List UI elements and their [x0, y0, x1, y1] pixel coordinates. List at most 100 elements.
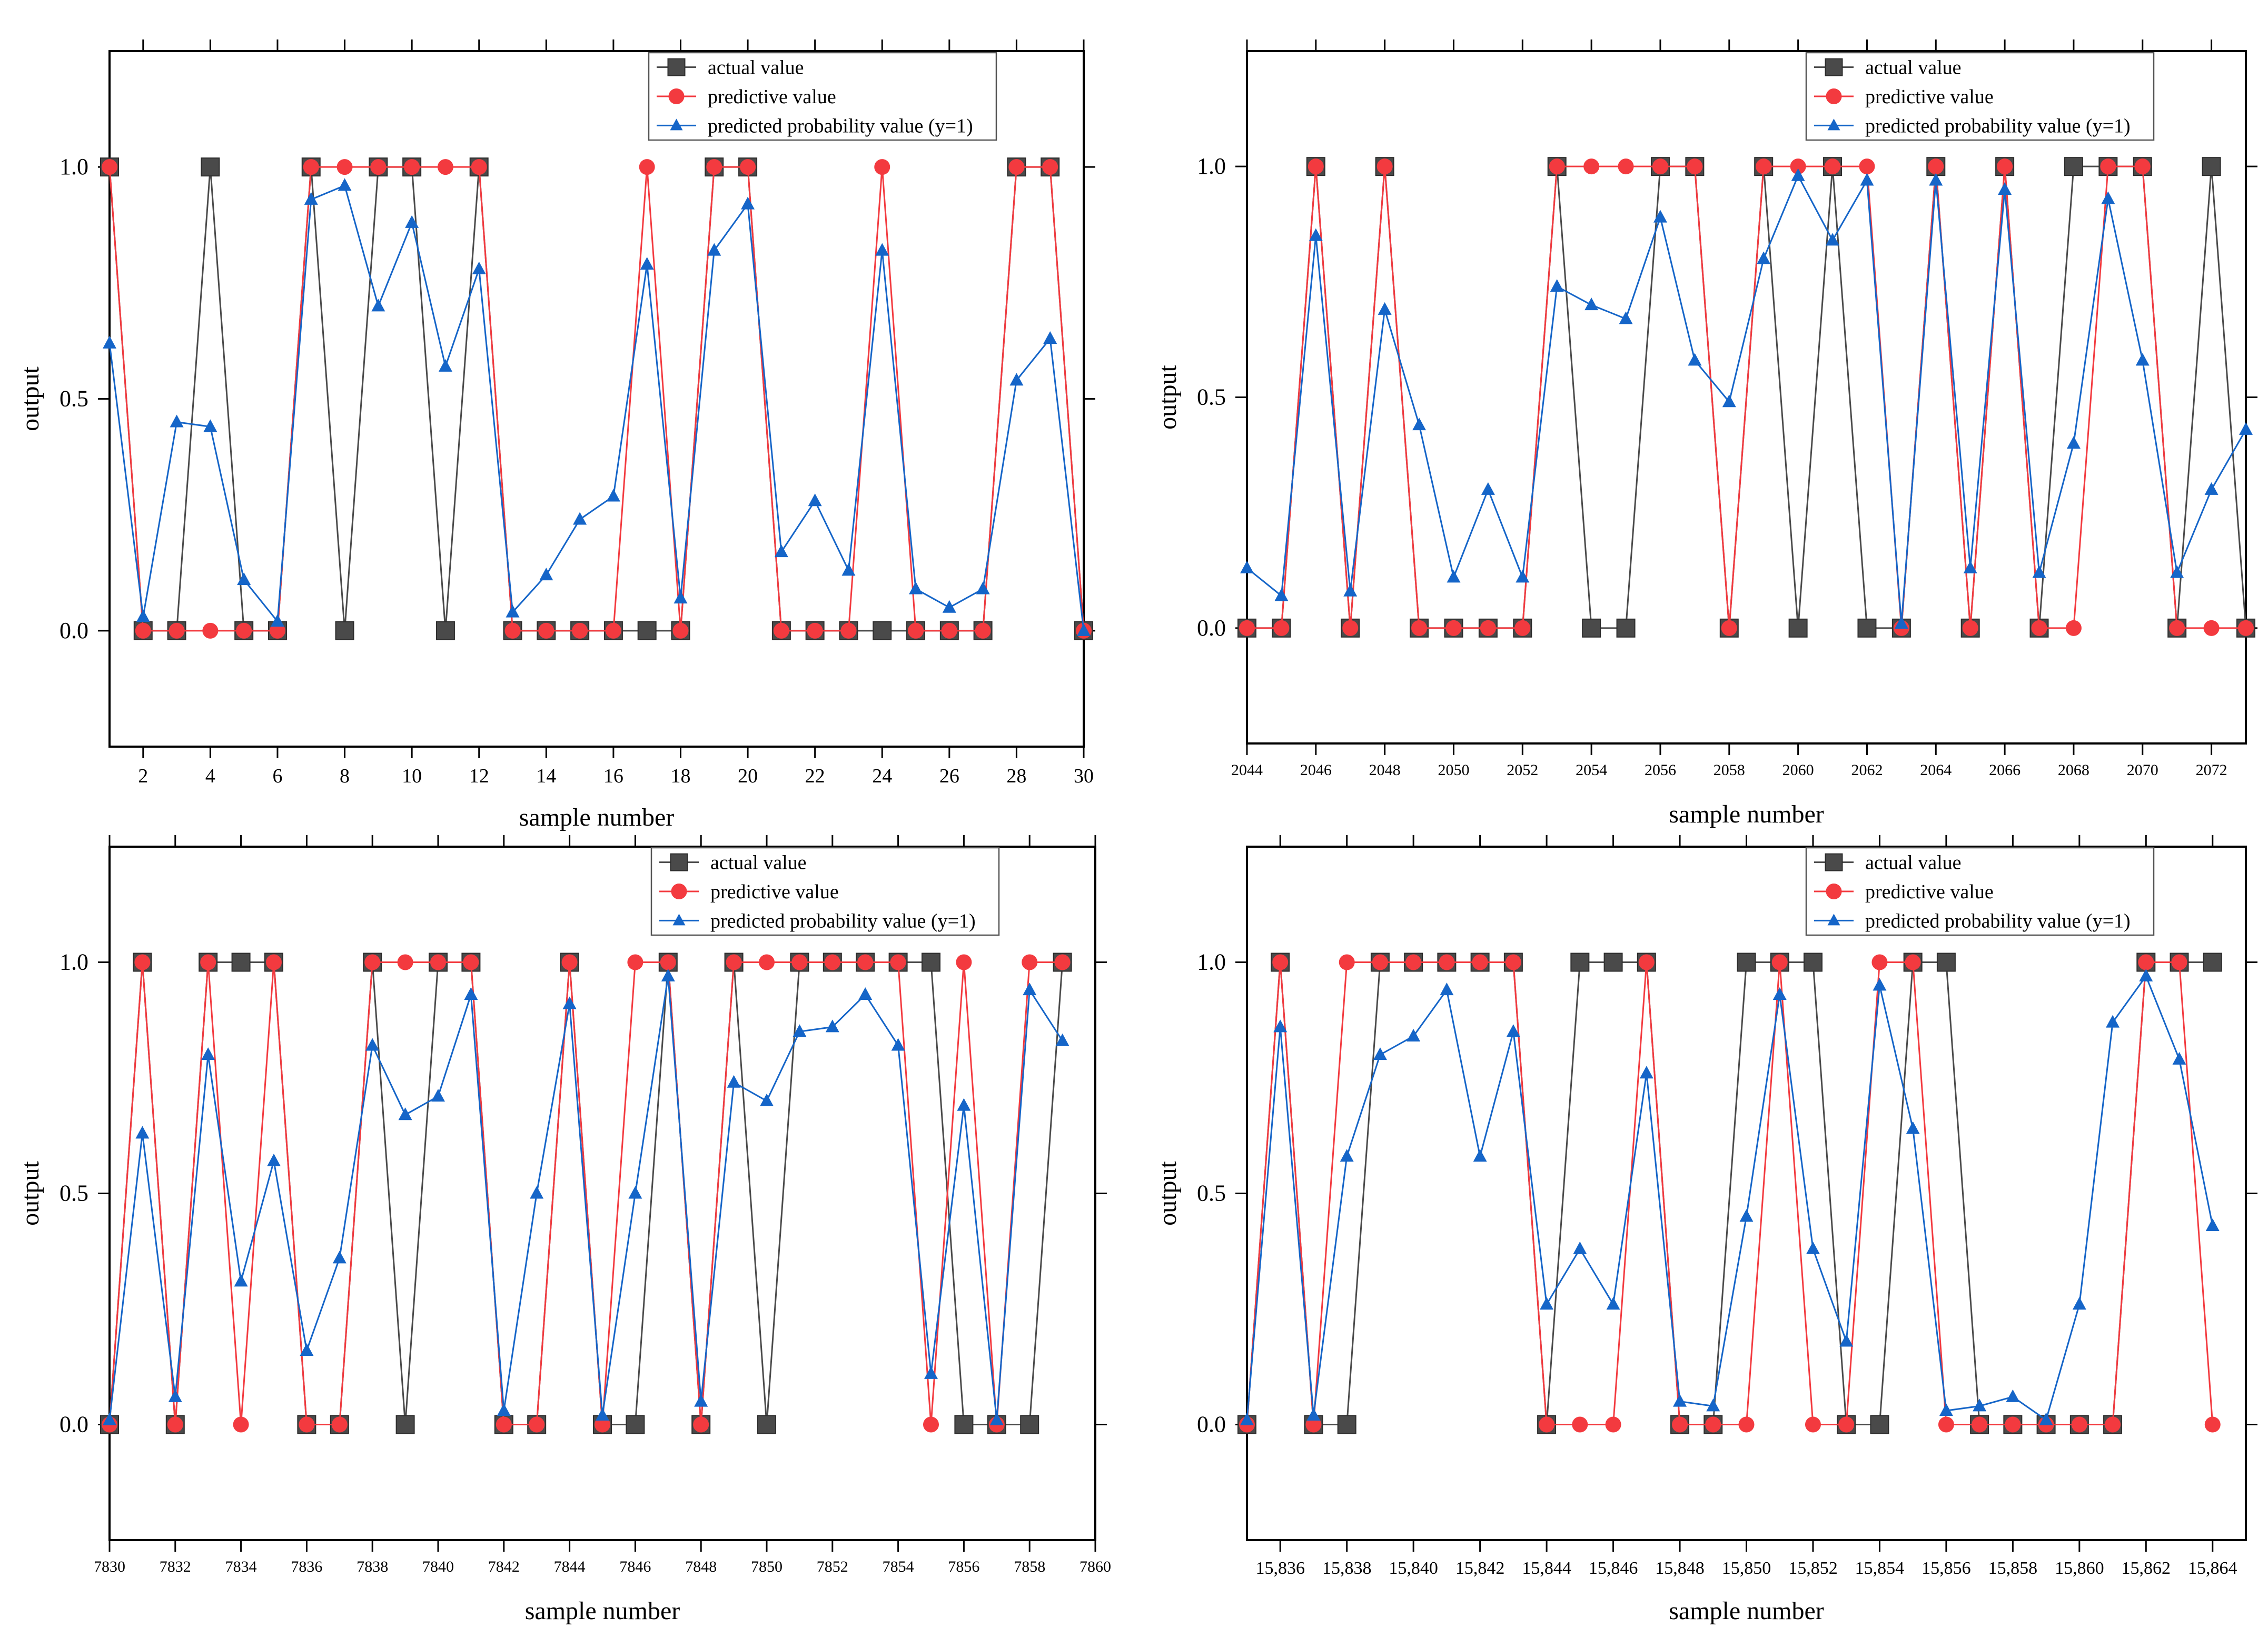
data-point-circle	[1618, 158, 1634, 175]
data-point-square	[1803, 953, 1823, 972]
y-tick-label: 1.0	[1197, 153, 1226, 179]
data-point-circle	[605, 622, 621, 639]
data-point-circle	[2238, 620, 2254, 636]
data-point-circle	[167, 1416, 183, 1433]
data-point-circle	[627, 954, 643, 970]
data-point-circle	[1445, 620, 1462, 636]
data-point-circle	[1972, 1416, 1988, 1433]
y-axis-title: output	[1154, 1161, 1182, 1226]
legend-label: predictive value	[710, 881, 839, 903]
data-point-square	[1616, 618, 1636, 638]
x-tick-label: 15,850	[1722, 1559, 1771, 1578]
data-point-triangle	[438, 359, 452, 372]
x-tick-label: 15,844	[1522, 1559, 1571, 1578]
data-point-circle	[908, 622, 924, 639]
data-point-triangle	[170, 414, 184, 428]
data-point-square	[1020, 1415, 1039, 1434]
data-point-circle	[269, 622, 285, 639]
data-point-square	[626, 1415, 645, 1434]
data-point-triangle	[237, 572, 251, 585]
series-line	[1246, 961, 2213, 1425]
data-point-circle	[2169, 620, 2185, 636]
data-point-circle	[975, 622, 991, 639]
data-point-triangle	[1826, 233, 1840, 246]
data-point-triangle	[1806, 1241, 1820, 1254]
data-point-circle	[1273, 620, 1290, 636]
x-tick-label: 7844	[554, 1558, 586, 1575]
legend-box	[1805, 52, 2155, 141]
data-point-triangle	[1639, 1066, 1653, 1079]
data-point-triangle	[1998, 182, 2012, 195]
data-point-circle	[706, 159, 722, 175]
x-tick-label: 4	[205, 765, 215, 787]
data-point-triangle	[1440, 983, 1454, 996]
data-point-triangle	[606, 489, 620, 502]
series-predictive	[102, 954, 1071, 1433]
legend-label: predictive value	[1865, 881, 1994, 903]
data-point-circle	[1905, 954, 1921, 970]
data-point-triangle	[1274, 588, 1289, 601]
x-tick-label: 24	[872, 765, 892, 787]
data-point-circle	[430, 954, 446, 970]
x-tick-label: 10	[402, 765, 422, 787]
data-point-circle	[890, 954, 906, 970]
x-tick-label: 7858	[1014, 1558, 1045, 1575]
data-point-circle	[824, 954, 840, 970]
legend-box	[650, 847, 1000, 936]
data-point-circle	[1376, 158, 1393, 175]
data-point-triangle	[573, 512, 587, 525]
data-point-triangle	[1023, 983, 1037, 996]
data-point-square	[1936, 953, 1956, 972]
series-probability	[103, 968, 1069, 1425]
data-point-circle	[840, 622, 857, 639]
data-point-triangle	[1757, 251, 1771, 264]
y-tick-label: 0.0	[1197, 1412, 1226, 1437]
data-point-circle	[2171, 954, 2187, 970]
data-point-triangle	[1739, 1209, 1754, 1222]
x-tick-label: 2072	[2196, 761, 2227, 779]
x-tick-label: 20	[738, 765, 758, 787]
data-point-triangle	[2106, 1015, 2120, 1028]
data-point-triangle	[841, 563, 856, 576]
data-point-circle	[1411, 620, 1428, 636]
data-point-triangle	[539, 568, 553, 581]
y-axis-title: output	[16, 1161, 44, 1226]
y-axis-title: output	[16, 366, 44, 431]
data-point-square	[954, 1415, 974, 1434]
data-point-triangle	[2066, 436, 2081, 449]
data-point-circle	[639, 159, 655, 175]
data-point-square	[231, 953, 251, 972]
x-tick-label: 2	[138, 765, 148, 787]
data-point-circle	[1008, 159, 1025, 175]
data-point-triangle	[1963, 560, 1977, 573]
data-point-triangle	[103, 335, 116, 349]
data-point-circle	[299, 1416, 315, 1433]
data-point-triangle	[2239, 422, 2253, 435]
legend-square-marker	[1825, 58, 1843, 76]
data-point-square	[873, 621, 892, 640]
data-point-triangle	[1043, 331, 1057, 344]
data-point-triangle	[332, 1251, 346, 1264]
data-point-circle	[595, 1416, 610, 1433]
data-point-triangle	[135, 1126, 150, 1139]
x-tick-label: 2062	[1851, 761, 1883, 779]
data-point-square	[2203, 953, 2222, 972]
data-point-triangle	[989, 1412, 1004, 1425]
data-point-triangle	[2139, 968, 2153, 981]
data-point-circle	[660, 954, 676, 970]
x-tick-label: 15,848	[1655, 1559, 1705, 1578]
chart-panel-1: 2 4 6 8 10 12 14 16 18 20 22 24 26 28 300.00.51.0sampl…	[16, 39, 1095, 831]
y-tick-label: 0.0	[1197, 615, 1226, 641]
data-point-circle	[2134, 158, 2151, 175]
x-tick-label: 7836	[291, 1558, 322, 1575]
data-point-circle	[923, 1416, 939, 1433]
data-point-triangle	[1473, 1149, 1487, 1162]
data-point-circle	[496, 1416, 512, 1433]
legend-label: predicted probability value (y=1)	[708, 115, 973, 137]
data-point-circle	[1652, 158, 1668, 175]
data-point-circle	[1756, 158, 1772, 175]
data-point-circle	[1272, 954, 1289, 970]
data-point-triangle	[976, 581, 990, 594]
x-tick-label: 15,864	[2188, 1559, 2237, 1578]
data-point-triangle	[1343, 583, 1358, 597]
